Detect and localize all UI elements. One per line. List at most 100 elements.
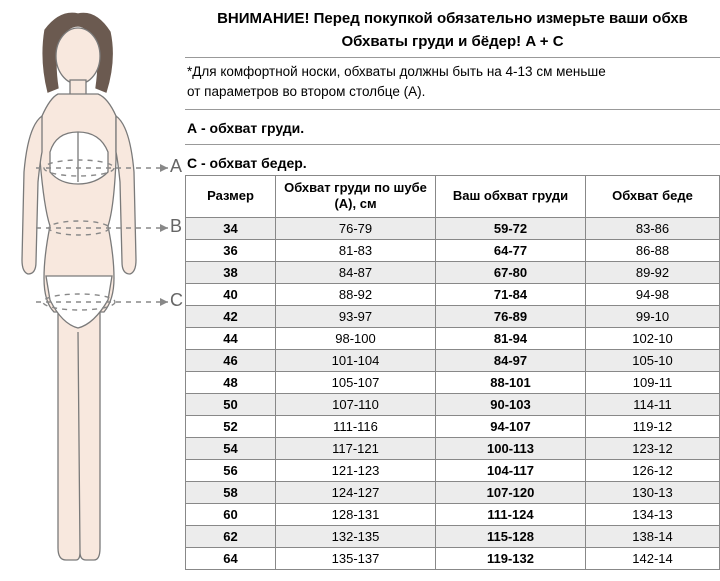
table-row: 46101-10484-97105-10 (186, 349, 720, 371)
marker-c: C (170, 290, 183, 311)
table-cell: 102-10 (586, 327, 720, 349)
table-cell: 121-123 (276, 459, 436, 481)
table-cell: 126-12 (586, 459, 720, 481)
table-row: 60128-131111-124134-13 (186, 503, 720, 525)
table-cell: 111-116 (276, 415, 436, 437)
table-cell: 90-103 (436, 393, 586, 415)
table-col-header: Ваш обхват груди (436, 175, 586, 217)
table-cell: 107-110 (276, 393, 436, 415)
content-column: ВНИМАНИЕ! Перед покупкой обязательно изм… (185, 0, 720, 581)
table-cell: 104-117 (436, 459, 586, 481)
table-cell: 123-12 (586, 437, 720, 459)
note-line2: от параметров во втором столбце (А). (187, 82, 718, 102)
table-cell: 40 (186, 283, 276, 305)
table-cell: 64 (186, 547, 276, 569)
table-cell: 93-97 (276, 305, 436, 327)
body-figure (0, 12, 185, 572)
table-col-header: Обхват беде (586, 175, 720, 217)
table-cell: 84-87 (276, 261, 436, 283)
table-cell: 52 (186, 415, 276, 437)
table-cell: 34 (186, 217, 276, 239)
note: *Для комфортной носки, обхваты должны бы… (185, 58, 720, 110)
table-cell: 46 (186, 349, 276, 371)
table-cell: 86-88 (586, 239, 720, 261)
headline: ВНИМАНИЕ! Перед покупкой обязательно изм… (185, 8, 720, 58)
table-cell: 58 (186, 481, 276, 503)
table-cell: 84-97 (436, 349, 586, 371)
table-row: 4088-9271-8494-98 (186, 283, 720, 305)
marker-a: A (170, 156, 182, 177)
size-table: РазмерОбхват груди по шубе (А), смВаш об… (185, 175, 720, 570)
table-cell: 36 (186, 239, 276, 261)
table-cell: 64-77 (436, 239, 586, 261)
table-cell: 130-13 (586, 481, 720, 503)
table-cell: 62 (186, 525, 276, 547)
table-row: 64135-137119-132142-14 (186, 547, 720, 569)
table-row: 56121-123104-117126-12 (186, 459, 720, 481)
table-cell: 119-132 (436, 547, 586, 569)
table-cell: 48 (186, 371, 276, 393)
table-cell: 114-11 (586, 393, 720, 415)
table-cell: 44 (186, 327, 276, 349)
table-row: 62132-135115-128138-14 (186, 525, 720, 547)
table-row: 48105-10788-101109-11 (186, 371, 720, 393)
table-cell: 38 (186, 261, 276, 283)
table-cell: 94-98 (586, 283, 720, 305)
table-cell: 59-72 (436, 217, 586, 239)
table-body: 3476-7959-7283-863681-8364-7786-883884-8… (186, 217, 720, 569)
note-line1: *Для комфортной носки, обхваты должны бы… (187, 62, 718, 82)
table-cell: 76-89 (436, 305, 586, 327)
table-cell: 124-127 (276, 481, 436, 503)
table-cell: 100-113 (436, 437, 586, 459)
table-cell: 67-80 (436, 261, 586, 283)
table-row: 3476-7959-7283-86 (186, 217, 720, 239)
table-cell: 71-84 (436, 283, 586, 305)
table-cell: 138-14 (586, 525, 720, 547)
table-row: 4293-9776-8999-10 (186, 305, 720, 327)
table-cell: 134-13 (586, 503, 720, 525)
table-cell: 88-101 (436, 371, 586, 393)
table-cell: 99-10 (586, 305, 720, 327)
table-cell: 107-120 (436, 481, 586, 503)
table-cell: 76-79 (276, 217, 436, 239)
table-cell: 117-121 (276, 437, 436, 459)
table-row: 50107-11090-103114-11 (186, 393, 720, 415)
table-header-row: РазмерОбхват груди по шубе (А), смВаш об… (186, 175, 720, 217)
section-a-label: А - обхват груди. (185, 110, 720, 145)
headline-line1: ВНИМАНИЕ! Перед покупкой обязательно изм… (185, 8, 720, 31)
table-row: 4498-10081-94102-10 (186, 327, 720, 349)
table-cell: 88-92 (276, 283, 436, 305)
table-cell: 115-128 (436, 525, 586, 547)
table-cell: 109-11 (586, 371, 720, 393)
table-cell: 83-86 (586, 217, 720, 239)
table-row: 54117-121100-113123-12 (186, 437, 720, 459)
table-row: 52111-11694-107119-12 (186, 415, 720, 437)
marker-b: B (170, 216, 182, 237)
table-cell: 111-124 (436, 503, 586, 525)
table-col-header: Обхват груди по шубе (А), см (276, 175, 436, 217)
table-cell: 105-10 (586, 349, 720, 371)
table-row: 3884-8767-8089-92 (186, 261, 720, 283)
table-cell: 50 (186, 393, 276, 415)
table-cell: 60 (186, 503, 276, 525)
headline-line2: Обхваты груди и бёдер! A + C (185, 31, 720, 54)
table-col-header: Размер (186, 175, 276, 217)
table-row: 58124-127107-120130-13 (186, 481, 720, 503)
table-cell: 132-135 (276, 525, 436, 547)
figure-column: A B C (0, 0, 185, 581)
table-cell: 135-137 (276, 547, 436, 569)
table-cell: 119-12 (586, 415, 720, 437)
table-cell: 42 (186, 305, 276, 327)
table-cell: 98-100 (276, 327, 436, 349)
table-cell: 81-94 (436, 327, 586, 349)
table-cell: 94-107 (436, 415, 586, 437)
table-cell: 101-104 (276, 349, 436, 371)
table-cell: 54 (186, 437, 276, 459)
table-row: 3681-8364-7786-88 (186, 239, 720, 261)
table-cell: 142-14 (586, 547, 720, 569)
table-cell: 128-131 (276, 503, 436, 525)
table-cell: 81-83 (276, 239, 436, 261)
section-c-label: С - обхват бедер. (185, 145, 720, 175)
table-cell: 56 (186, 459, 276, 481)
table-cell: 105-107 (276, 371, 436, 393)
